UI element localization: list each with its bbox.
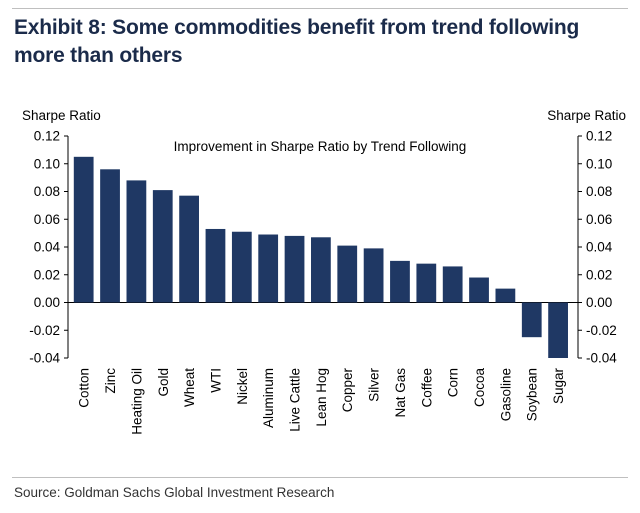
bar-silver (363, 248, 384, 303)
bars (73, 156, 568, 358)
top-rule (12, 8, 628, 9)
y-tick-label-right: 0.00 (586, 295, 612, 310)
bar-nickel (231, 231, 252, 303)
bar-zinc (100, 169, 120, 303)
category-label: Heating Oil (129, 368, 144, 435)
axes: 0.12 0.12 0.10 0.10 0.08 0.08 0.06 0.06 0.04 0.04… (29, 129, 617, 366)
bar-heating-oil (126, 180, 147, 303)
y-tick-label-right: 0.10 (586, 156, 612, 171)
y-tick-label-left: 0.08 (34, 184, 60, 199)
bar-coffee (416, 263, 437, 303)
category-label: Corn (446, 368, 461, 397)
y-tick-label-left: 0.00 (34, 295, 60, 310)
y-tick-label-right: 0.08 (586, 184, 612, 199)
bar-copper (337, 245, 358, 303)
y-tick-label-left: 0.10 (34, 156, 60, 171)
y-tick-label-left: 0.06 (34, 212, 60, 227)
category-label: Gasoline (498, 368, 513, 421)
category-label: Wheat (182, 368, 197, 407)
category-label: Nickel (235, 368, 250, 405)
bottom-rule (12, 477, 628, 478)
y-tick-label-left: -0.02 (29, 323, 60, 338)
bar-wheat (179, 195, 199, 303)
category-label: Nat Gas (393, 368, 408, 418)
category-label: Cotton (77, 368, 92, 408)
bar-wti (205, 228, 226, 303)
y-tick-label-right: -0.02 (586, 323, 617, 338)
category-label: Live Cattle (288, 368, 303, 432)
category-label: Soybean (525, 368, 540, 421)
bar-gold (152, 190, 173, 303)
category-label: WTI (208, 368, 223, 393)
y-tick-label-left: 0.02 (34, 267, 60, 282)
bar-soybean (521, 302, 542, 338)
category-label: Copper (340, 367, 355, 412)
category-label: Aluminum (261, 368, 276, 428)
category-label: Zinc (103, 368, 118, 394)
y-tick-label-right: -0.04 (586, 351, 617, 366)
category-label: Cocoa (472, 368, 487, 408)
source-note: Source: Goldman Sachs Global Investment … (14, 485, 335, 500)
y-tick-label-left: 0.12 (34, 129, 60, 144)
bar-cocoa (469, 277, 489, 303)
category-label: Sugar (551, 368, 566, 405)
y-tick-label-right: 0.06 (586, 212, 612, 227)
y-tick-label-left: -0.04 (29, 351, 60, 366)
y-tick-label-left: 0.04 (34, 240, 61, 255)
y-axis-label-left: Sharpe Ratio (22, 108, 101, 123)
bar-corn (442, 266, 463, 303)
category-labels: Cotton Zinc Heating Oil Gold Wheat WTI Nickel A… (77, 367, 566, 434)
y-tick-label-right: 0.12 (586, 129, 612, 144)
category-label: Lean Hog (314, 368, 329, 427)
bar-aluminum (258, 234, 279, 303)
bar-chart: Improvement in Sharpe Ratio by Trend Fol… (22, 108, 626, 435)
bar-lean-hog (311, 237, 331, 303)
category-label: Coffee (419, 368, 434, 408)
bar-gasoline (495, 288, 516, 303)
chart-title: Improvement in Sharpe Ratio by Trend Fol… (174, 139, 467, 154)
y-tick-label-right: 0.04 (586, 240, 613, 255)
category-label: Silver (367, 368, 382, 402)
y-axis-label-right: Sharpe Ratio (547, 108, 626, 123)
bar-sugar (548, 302, 568, 358)
bar-cotton (73, 156, 94, 303)
y-tick-label-right: 0.02 (586, 267, 612, 282)
exhibit-title: Exhibit 8: Some commodities benefit from… (14, 16, 580, 67)
category-label: Gold (156, 368, 171, 397)
bar-nat-gas (390, 260, 410, 303)
bar-live-cattle (284, 235, 305, 303)
